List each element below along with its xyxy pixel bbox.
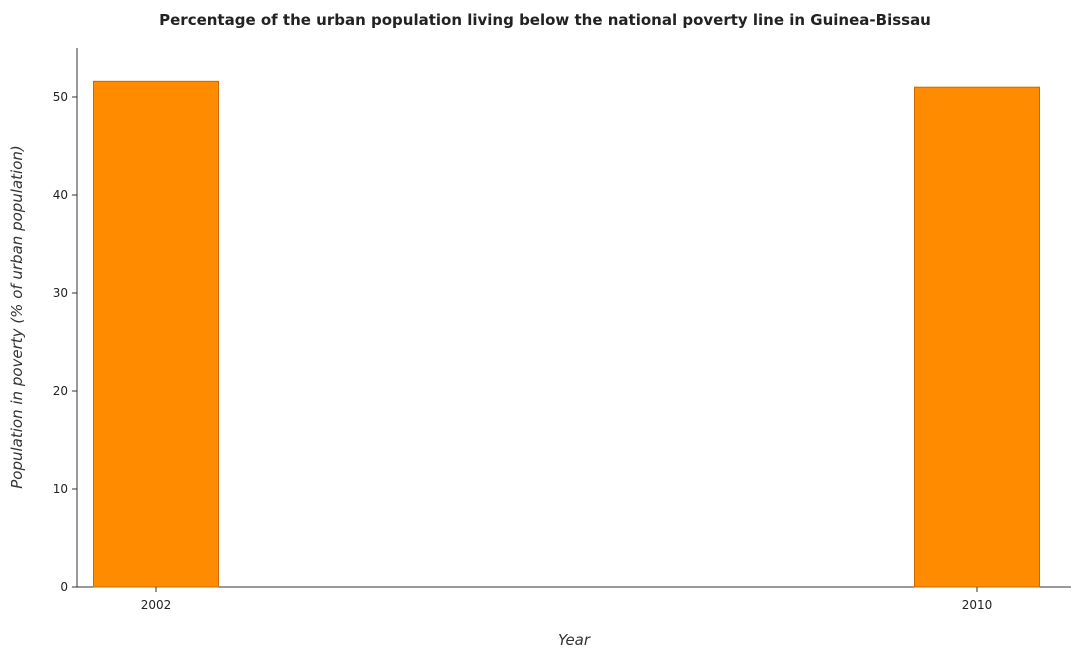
y-tick-label: 30 <box>53 286 68 300</box>
y-tick-label: 20 <box>53 384 68 398</box>
y-tick-label: 40 <box>53 188 68 202</box>
y-tick-label: 0 <box>60 580 68 594</box>
y-tick-label: 50 <box>53 90 68 104</box>
chart-title: Percentage of the urban population livin… <box>159 11 931 29</box>
y-axis-label: Population in poverty (% of urban popula… <box>8 145 26 488</box>
bar-2002 <box>93 80 219 588</box>
x-tick-label: 2010 <box>962 598 993 612</box>
x-axis-label: Year <box>558 631 591 649</box>
bars <box>93 80 1040 588</box>
plot-area: 0 10 20 30 40 50 2002 2010 <box>53 48 1071 612</box>
x-ticks: 2002 2010 <box>141 587 993 612</box>
bar-2010 <box>914 86 1040 588</box>
y-tick-label: 10 <box>53 482 68 496</box>
x-tick-label: 2002 <box>141 598 172 612</box>
y-ticks: 0 10 20 30 40 50 <box>53 90 77 594</box>
